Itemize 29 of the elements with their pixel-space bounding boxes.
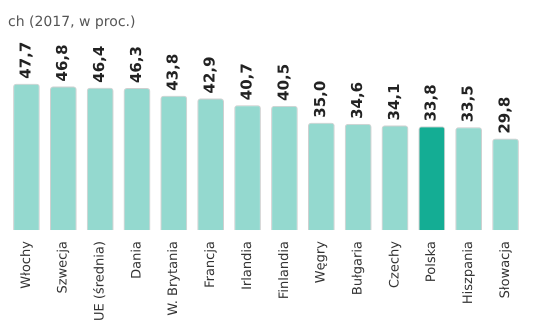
data-label: 29,8 <box>495 96 514 134</box>
data-label: 46,8 <box>53 44 72 82</box>
data-label: 40,5 <box>274 64 292 101</box>
data-label: 43,8 <box>164 54 182 91</box>
x-tick-label: Węgry <box>314 240 329 284</box>
x-tick-label: UE (średnia) <box>92 241 108 321</box>
x-tick-label: W. Brytania <box>166 241 182 316</box>
x-tick-label: Irlandia <box>240 241 255 290</box>
data-label: 33,5 <box>458 85 477 122</box>
x-tick-label: Dania <box>129 241 144 279</box>
data-label: 47,7 <box>16 42 34 79</box>
data-label: 33,8 <box>422 84 440 122</box>
data-label: 34,1 <box>384 83 403 120</box>
data-label: 34,6 <box>348 82 366 119</box>
x-tick-label: Francja <box>203 241 218 288</box>
data-label: 42,9 <box>200 56 219 94</box>
x-tick-label: Bułgaria <box>350 241 366 296</box>
x-tick-label: Polska <box>424 241 440 282</box>
chart-title: ch (2017, w proc.) <box>8 14 136 30</box>
data-label: 46,4 <box>90 46 108 83</box>
x-tick-label: Słowacja <box>498 241 513 298</box>
x-tick-label: Finlandia <box>276 241 292 300</box>
data-label: 40,7 <box>237 63 256 100</box>
x-tick-label: Szwecja <box>56 241 71 294</box>
data-label: 46,3 <box>126 46 145 84</box>
x-tick-label: Hiszpania <box>461 241 476 304</box>
data-label: 35,0 <box>311 80 330 118</box>
x-tick-label: Włochy <box>18 240 34 289</box>
x-tick-label: Czechy <box>387 240 402 288</box>
